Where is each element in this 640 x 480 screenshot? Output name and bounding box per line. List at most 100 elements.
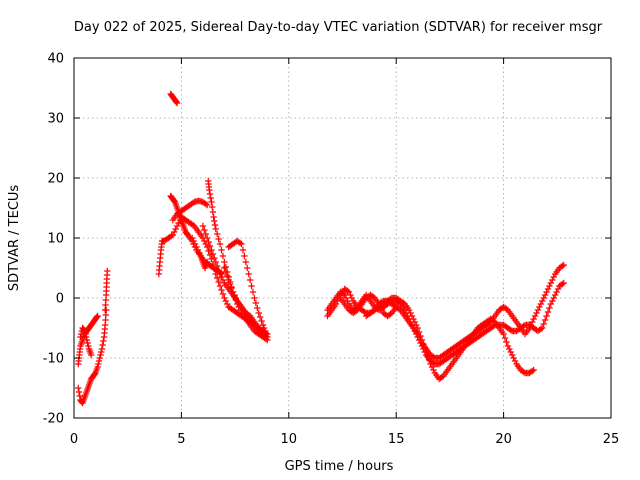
data-point [173,99,181,107]
data-point [430,353,437,361]
data-point [104,267,111,275]
data-point [189,199,197,207]
data-point [560,279,567,287]
data-point [248,282,255,290]
data-point [438,373,446,381]
series-track-l [221,264,271,341]
data-point [218,286,225,294]
data-point [551,291,559,299]
data-point [221,264,228,272]
series-track-d [77,324,95,359]
data-point [211,221,219,229]
data-point [76,392,83,400]
data-point [544,308,552,316]
data-point [188,234,196,242]
data-point [214,230,221,238]
data-point [540,294,547,302]
data-point [507,326,514,334]
data-point [547,300,555,308]
data-point [216,270,224,278]
data-point [215,278,222,286]
x-axis-label: GPS time / hours [285,459,394,474]
data-point [533,309,540,317]
data-point [239,246,247,254]
data-point [190,237,197,245]
data-point [501,334,509,342]
data-point [377,303,384,311]
data-point [95,360,102,368]
data-point [264,333,271,341]
data-point [219,290,227,298]
data-point [209,208,217,216]
data-point [96,354,103,362]
data-point [93,313,101,321]
data-point [214,274,221,282]
gridlines [74,58,611,418]
data-point [345,288,353,296]
data-point [82,333,90,341]
data-point [549,297,556,305]
data-point [232,294,240,302]
data-point [254,304,261,312]
data-point [393,303,400,311]
data-point [206,190,214,198]
data-point [201,237,208,245]
data-point [91,370,98,378]
y-tick-label: -10 [43,352,64,367]
data-point [503,305,510,313]
data-point [529,318,536,326]
data-point [537,300,545,308]
x-tick-label: 25 [603,432,620,447]
data-point [211,217,218,225]
chart-title: Day 022 of 2025, Sidereal Day-to-day VTE… [74,20,603,35]
data-point [395,299,403,307]
data-point [211,254,218,262]
data-point [549,276,556,284]
data-point [486,319,493,327]
data-point [430,359,437,367]
data-point [208,198,215,206]
data-point [95,357,103,365]
y-tick-label: -20 [43,412,64,427]
data-point [539,297,546,305]
data-point [347,291,354,299]
data-point [208,203,216,211]
data-point [530,315,537,323]
data-point [541,316,549,324]
data-point [206,186,213,194]
data-point [196,249,203,257]
data-point [85,342,92,350]
data-point [370,293,377,301]
data-point [201,226,208,234]
data-point [226,280,234,288]
data-point [97,351,104,359]
data-point [84,339,91,347]
data-point [215,235,222,243]
x-tick-label: 20 [495,432,512,447]
data-point [262,332,270,340]
x-tick-label: 15 [388,432,405,447]
data-point [507,348,514,356]
data-point [100,337,107,345]
data-point [205,247,212,255]
data-point [546,304,553,312]
data-point [171,197,178,205]
series-track-p [362,261,567,362]
x-tick-label: 10 [281,432,298,447]
data-point [206,242,214,250]
data-point [99,341,106,349]
data-point [168,232,175,240]
data-point [225,276,232,284]
data-point [370,307,377,315]
data-point [219,252,227,260]
data-point [537,325,545,333]
data-point [212,225,219,233]
data-point [255,309,262,317]
data-point [82,330,89,338]
data-point [206,251,214,259]
data-point [218,246,225,254]
data-point [228,284,235,292]
data-point [543,312,550,320]
data-point [242,258,250,266]
data-point [510,354,517,362]
